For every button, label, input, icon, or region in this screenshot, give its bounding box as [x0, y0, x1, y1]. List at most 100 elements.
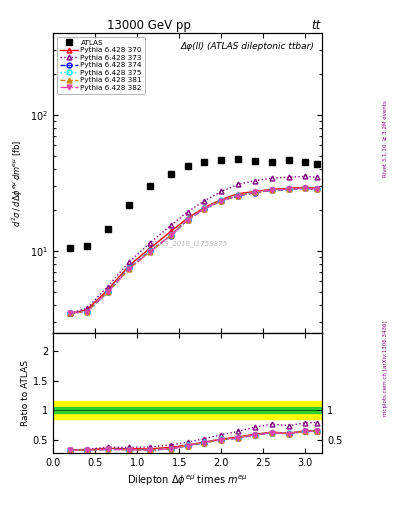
Pythia 6.428 381: [84, 309, 89, 315]
Pythia 6.428 375: [253, 189, 257, 195]
Line: ATLAS: ATLAS: [67, 156, 320, 251]
ATLAS: [84, 243, 89, 249]
Pythia 6.428 375: [202, 205, 207, 211]
Text: mcplots.cern.ch [arXiv:1306.3436]: mcplots.cern.ch [arXiv:1306.3436]: [383, 321, 387, 416]
Pythia 6.428 373: [169, 222, 173, 228]
ATLAS: [286, 157, 291, 163]
Pythia 6.428 374: [185, 217, 190, 223]
Pythia 6.428 374: [315, 186, 320, 193]
Pythia 6.428 381: [147, 249, 152, 255]
Line: Pythia 6.428 373: Pythia 6.428 373: [68, 174, 320, 316]
Pythia 6.428 370: [105, 287, 110, 293]
Pythia 6.428 373: [127, 259, 131, 265]
Pythia 6.428 370: [68, 310, 72, 316]
Pythia 6.428 370: [169, 228, 173, 234]
Pythia 6.428 381: [286, 186, 291, 192]
ATLAS: [105, 226, 110, 232]
Pythia 6.428 373: [105, 284, 110, 290]
Pythia 6.428 373: [185, 209, 190, 215]
Pythia 6.428 382: [202, 205, 207, 211]
Pythia 6.428 382: [84, 309, 89, 315]
Pythia 6.428 375: [105, 289, 110, 295]
Pythia 6.428 381: [219, 198, 224, 204]
Pythia 6.428 381: [253, 189, 257, 196]
Pythia 6.428 370: [253, 188, 257, 195]
Pythia 6.428 382: [68, 310, 72, 316]
Text: ATLAS_2019_I1759875: ATLAS_2019_I1759875: [147, 240, 228, 247]
Pythia 6.428 373: [84, 305, 89, 311]
Pythia 6.428 382: [286, 186, 291, 192]
Text: Rivet 3.1.10, ≥ 3.2M events: Rivet 3.1.10, ≥ 3.2M events: [383, 100, 387, 177]
Pythia 6.428 370: [270, 186, 274, 193]
Pythia 6.428 374: [127, 265, 131, 271]
Pythia 6.428 381: [270, 187, 274, 193]
Pythia 6.428 370: [219, 197, 224, 203]
Line: Pythia 6.428 370: Pythia 6.428 370: [68, 185, 320, 316]
ATLAS: [169, 171, 173, 177]
Pythia 6.428 374: [303, 185, 308, 191]
Pythia 6.428 373: [147, 240, 152, 246]
Line: Pythia 6.428 381: Pythia 6.428 381: [68, 186, 320, 316]
Pythia 6.428 382: [236, 193, 241, 199]
Pythia 6.428 381: [127, 266, 131, 272]
Pythia 6.428 382: [147, 249, 152, 255]
Pythia 6.428 374: [68, 310, 72, 316]
Text: Δφ(ll) (ATLAS dileptonic ttbar): Δφ(ll) (ATLAS dileptonic ttbar): [180, 42, 314, 51]
Pythia 6.428 373: [68, 310, 72, 316]
Pythia 6.428 375: [84, 309, 89, 315]
Pythia 6.428 375: [286, 186, 291, 192]
Pythia 6.428 370: [147, 245, 152, 251]
Pythia 6.428 374: [236, 193, 241, 199]
Pythia 6.428 382: [270, 187, 274, 193]
Pythia 6.428 370: [84, 307, 89, 313]
Bar: [53, 408, 322, 413]
Pythia 6.428 381: [303, 185, 308, 191]
ATLAS: [202, 159, 207, 165]
Pythia 6.428 382: [185, 217, 190, 223]
Pythia 6.428 381: [315, 186, 320, 192]
ATLAS: [185, 163, 190, 169]
Pythia 6.428 370: [127, 263, 131, 269]
ATLAS: [270, 159, 274, 165]
Text: tt: tt: [311, 19, 320, 32]
Pythia 6.428 382: [315, 186, 320, 192]
Pythia 6.428 374: [286, 186, 291, 193]
Legend: ATLAS, Pythia 6.428 370, Pythia 6.428 373, Pythia 6.428 374, Pythia 6.428 375, P: ATLAS, Pythia 6.428 370, Pythia 6.428 37…: [57, 37, 145, 94]
Pythia 6.428 374: [253, 189, 257, 196]
Pythia 6.428 382: [127, 266, 131, 272]
ATLAS: [68, 245, 72, 251]
Pythia 6.428 373: [253, 178, 257, 184]
Y-axis label: $d^2\sigma\,/\,d\Delta\phi^{e\mu}\,dm^{e\mu}$ [fb]: $d^2\sigma\,/\,d\Delta\phi^{e\mu}\,dm^{e…: [10, 140, 24, 227]
Pythia 6.428 375: [270, 187, 274, 193]
X-axis label: Dilepton $\Delta\phi^{e\mu}$ times $m^{e\mu}$: Dilepton $\Delta\phi^{e\mu}$ times $m^{e…: [127, 474, 248, 488]
Pythia 6.428 381: [169, 232, 173, 239]
Pythia 6.428 382: [219, 198, 224, 204]
Line: Pythia 6.428 382: Pythia 6.428 382: [68, 186, 320, 316]
Line: Pythia 6.428 375: Pythia 6.428 375: [68, 185, 320, 316]
Pythia 6.428 374: [147, 248, 152, 254]
Pythia 6.428 375: [68, 310, 72, 316]
Pythia 6.428 373: [236, 181, 241, 187]
Pythia 6.428 382: [169, 232, 173, 239]
Pythia 6.428 382: [303, 185, 308, 191]
Pythia 6.428 370: [286, 185, 291, 191]
Pythia 6.428 375: [303, 185, 308, 191]
Pythia 6.428 370: [202, 204, 207, 210]
Line: Pythia 6.428 374: Pythia 6.428 374: [68, 186, 320, 316]
Pythia 6.428 370: [303, 184, 308, 190]
Pythia 6.428 370: [315, 185, 320, 191]
Pythia 6.428 373: [286, 174, 291, 180]
Pythia 6.428 381: [105, 289, 110, 295]
ATLAS: [219, 157, 224, 163]
Pythia 6.428 374: [202, 206, 207, 212]
Pythia 6.428 374: [169, 232, 173, 239]
Text: 13000 GeV pp: 13000 GeV pp: [107, 19, 191, 32]
ATLAS: [303, 159, 308, 165]
ATLAS: [253, 158, 257, 164]
Pythia 6.428 381: [202, 205, 207, 211]
ATLAS: [236, 156, 241, 162]
Pythia 6.428 375: [147, 248, 152, 254]
Pythia 6.428 374: [270, 187, 274, 194]
Pythia 6.428 374: [105, 289, 110, 295]
Bar: [53, 401, 322, 419]
